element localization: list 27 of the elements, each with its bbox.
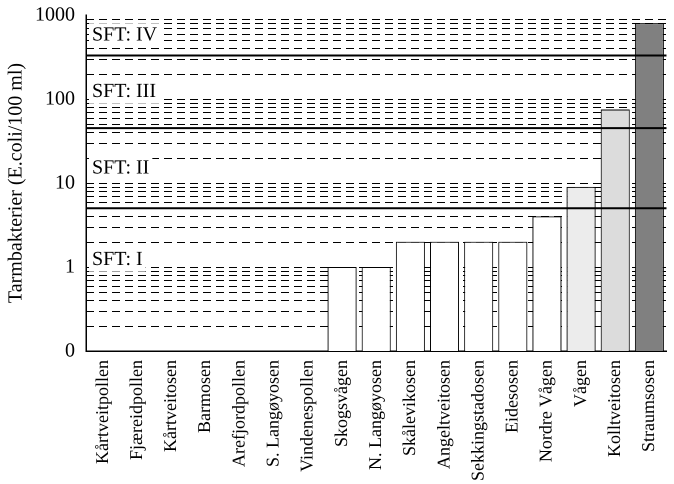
y-tick-label: 0 (65, 339, 75, 362)
x-tick-label: Vågen (570, 360, 590, 407)
x-tick-label: Nordre Vågen (536, 360, 556, 462)
annotation: SFT: I (92, 248, 143, 270)
x-tick-label: Skogsvågen (330, 360, 351, 448)
x-tick-label: Kårtveitosen (160, 360, 180, 452)
y-tick-label: 1000 (35, 3, 75, 26)
x-tick-label: Arefjordpollen (228, 360, 248, 467)
x-tick-label: Kolltveitosen (604, 360, 624, 458)
x-tick-label: Straumsosen (638, 360, 658, 452)
x-tick-label: Kårtveitpollen (92, 360, 112, 464)
x-tick-label: Sekkingstadosen (467, 360, 488, 482)
ref-line-label: SFT: III (92, 80, 156, 102)
x-tick-label: Fjæreidpollen (126, 360, 146, 460)
x-tick-label: Barmosen (194, 360, 214, 433)
x-tick-label: Angeltveitosen (433, 360, 454, 469)
y-axis-title: Tarmbakterier (E.coli/100 ml) (4, 62, 26, 304)
y-tick-label: 100 (45, 87, 75, 110)
x-tick-label: Eidesosen (502, 360, 522, 433)
y-tick-label: 1 (65, 255, 75, 278)
x-tick-label: Skålevikosen (399, 360, 420, 456)
y-tick-label: 10 (55, 171, 75, 194)
x-tick-label: S. Langøyosen (262, 360, 283, 468)
ref-line-label: SFT: II (92, 156, 150, 178)
ref-line-label: SFT: IV (92, 23, 158, 46)
x-tick-label: N. Langøyosen (364, 360, 385, 470)
x-tick-label: Vindenespollen (296, 360, 317, 472)
